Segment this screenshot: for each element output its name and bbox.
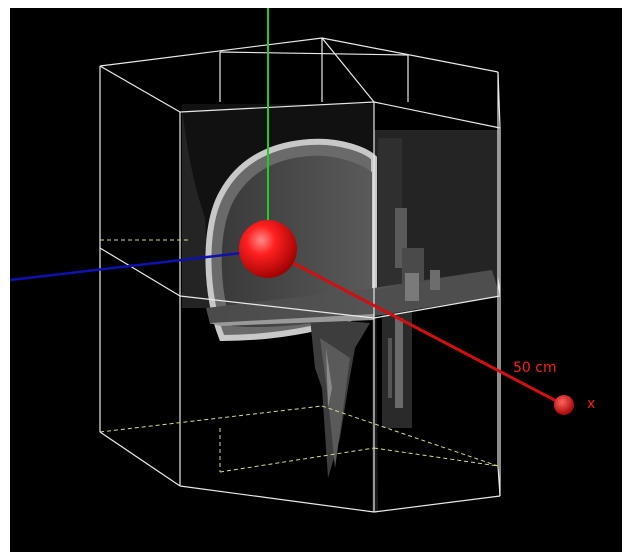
3d-viewport[interactable]: 50 cm x <box>10 8 622 552</box>
coronal-slice <box>372 130 500 512</box>
x-axis-line <box>271 250 563 406</box>
origin-sphere[interactable] <box>239 220 297 278</box>
x-axis-label: x <box>587 396 596 412</box>
axial-slice <box>206 270 500 326</box>
scale-label: 50 cm <box>513 360 557 376</box>
bounding-box-hidden-edges <box>99 239 499 473</box>
y-axis-line <box>10 250 251 282</box>
sagittal-slice <box>182 104 377 478</box>
scene-canvas <box>10 8 574 513</box>
x-axis-tip-sphere[interactable] <box>554 395 574 415</box>
bounding-box <box>99 37 501 513</box>
